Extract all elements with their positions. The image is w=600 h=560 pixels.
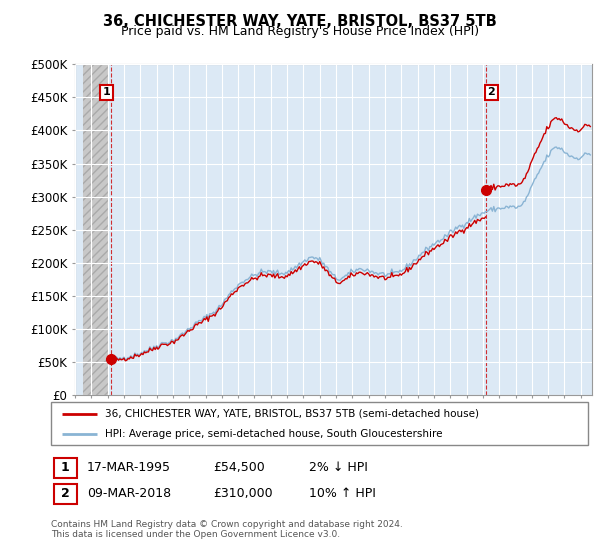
Text: 2: 2 xyxy=(487,87,495,97)
Text: 2: 2 xyxy=(61,487,70,501)
Text: 09-MAR-2018: 09-MAR-2018 xyxy=(87,487,171,501)
Text: £310,000: £310,000 xyxy=(213,487,272,501)
Text: 1: 1 xyxy=(61,461,70,474)
Text: Contains HM Land Registry data © Crown copyright and database right 2024.
This d: Contains HM Land Registry data © Crown c… xyxy=(51,520,403,539)
Text: 17-MAR-1995: 17-MAR-1995 xyxy=(87,461,171,474)
Text: 1: 1 xyxy=(102,87,110,97)
FancyBboxPatch shape xyxy=(51,402,588,445)
Text: Price paid vs. HM Land Registry's House Price Index (HPI): Price paid vs. HM Land Registry's House … xyxy=(121,25,479,38)
Text: 36, CHICHESTER WAY, YATE, BRISTOL, BS37 5TB (semi-detached house): 36, CHICHESTER WAY, YATE, BRISTOL, BS37 … xyxy=(105,409,479,419)
Text: £54,500: £54,500 xyxy=(213,461,265,474)
Text: 10% ↑ HPI: 10% ↑ HPI xyxy=(309,487,376,501)
Text: HPI: Average price, semi-detached house, South Gloucestershire: HPI: Average price, semi-detached house,… xyxy=(105,430,442,439)
Bar xyxy=(83,64,107,395)
Text: 2% ↓ HPI: 2% ↓ HPI xyxy=(309,461,368,474)
Text: 36, CHICHESTER WAY, YATE, BRISTOL, BS37 5TB: 36, CHICHESTER WAY, YATE, BRISTOL, BS37 … xyxy=(103,14,497,29)
